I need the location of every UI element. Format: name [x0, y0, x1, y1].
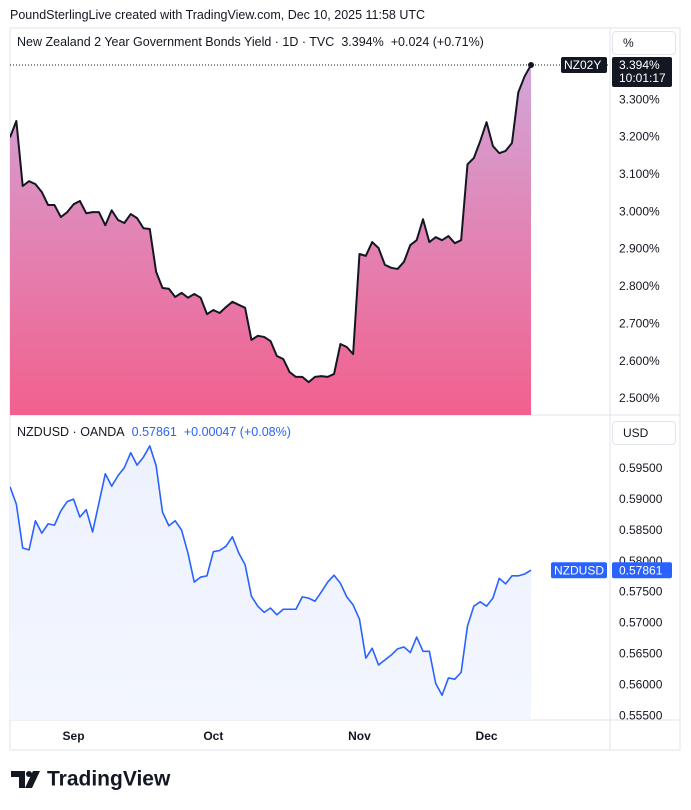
y-tick-label: 0.55500 — [619, 708, 663, 722]
price-tag — [612, 562, 672, 579]
line — [10, 445, 532, 697]
legend-value: 0.57861 — [131, 425, 177, 439]
y-tick-label: 0.58500 — [619, 523, 663, 537]
logo-text: TradingView — [47, 768, 171, 791]
y-tick-label: 0.57500 — [619, 585, 663, 599]
symbol-tag-text: NZDUSD — [554, 563, 604, 577]
y-tick-label: 3.100% — [619, 167, 660, 181]
legend-change: +0.00047 (+0.08%) — [183, 425, 291, 439]
line — [10, 64, 532, 384]
legend: NZDUSD · OANDA 0.57861 +0.00047 (+0.08%) — [17, 425, 291, 439]
y-tick-label: 3.300% — [619, 92, 660, 106]
unit-button[interactable]: USD — [612, 421, 676, 445]
price-tag-text: 0.57861 — [619, 563, 663, 577]
legend-title: NZDUSD · OANDA — [17, 425, 125, 439]
symbol-tag — [561, 56, 607, 73]
x-tick-label: Dec — [476, 729, 498, 743]
y-tick-label: 0.57000 — [619, 616, 663, 630]
y-tick-label: 2.900% — [619, 242, 660, 256]
logo-icon — [11, 771, 40, 788]
y-tick-label: 0.59500 — [619, 461, 663, 475]
price-tag — [612, 56, 672, 87]
unit-button[interactable]: % — [612, 31, 676, 55]
area-fill — [10, 64, 532, 415]
y-tick-label: 3.000% — [619, 204, 660, 218]
x-tick-label: Sep — [63, 729, 85, 743]
y-tick-label: 2.800% — [619, 279, 660, 293]
x-tick-label: Oct — [203, 729, 223, 743]
header: PoundSterlingLive created with TradingVi… — [10, 8, 426, 22]
symbol-tag — [551, 562, 607, 579]
y-tick-label: 2.600% — [619, 354, 660, 368]
y-tick-label: 3.200% — [619, 130, 660, 144]
y-tick-label: 2.500% — [619, 391, 660, 405]
legend: New Zealand 2 Year Government Bonds Yiel… — [17, 35, 484, 49]
legend-value: 3.394% — [341, 35, 384, 49]
area-fill — [10, 445, 532, 720]
legend-title: New Zealand 2 Year Government Bonds Yiel… — [17, 35, 335, 49]
price-tag-text: 3.394% — [619, 58, 660, 72]
y-tick-label: 0.56500 — [619, 647, 663, 661]
y-tick-label: 0.59000 — [619, 492, 663, 506]
y-tick-label: 2.700% — [619, 316, 660, 330]
last-point — [528, 61, 535, 68]
y-tick-label: 0.56000 — [619, 678, 663, 692]
symbol-tag-text: NZ02Y — [564, 58, 601, 72]
legend-change: +0.024 (+0.71%) — [390, 35, 484, 49]
x-tick-label: Nov — [348, 729, 371, 743]
price-tag-time: 10:01:17 — [619, 71, 666, 85]
